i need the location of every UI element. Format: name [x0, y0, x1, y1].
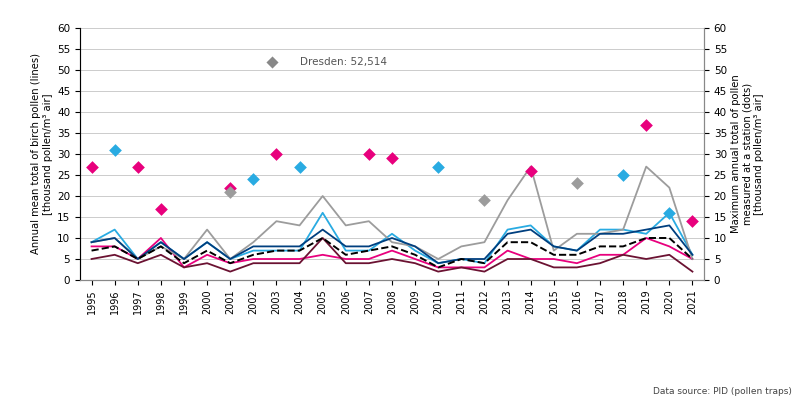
- Point: [362, 151, 375, 157]
- Y-axis label: Maximum annual total of pollen
measured at a station (dots)
[thousand pollen/m³ : Maximum annual total of pollen measured …: [731, 75, 764, 233]
- Point: [432, 163, 445, 170]
- Y-axis label: Annual mean total of birch pollen (lines)
[thousand pollen/m³ air]: Annual mean total of birch pollen (lines…: [31, 54, 53, 254]
- Point: [266, 58, 278, 65]
- Point: [570, 180, 583, 186]
- Point: [247, 176, 260, 182]
- Point: [85, 163, 98, 170]
- Point: [224, 189, 237, 195]
- Point: [386, 155, 398, 161]
- Point: [617, 172, 630, 178]
- Point: [478, 197, 491, 203]
- Text: Data source: PID (pollen traps): Data source: PID (pollen traps): [653, 387, 792, 396]
- Point: [131, 163, 144, 170]
- Point: [663, 210, 676, 216]
- Point: [524, 168, 537, 174]
- Point: [293, 163, 306, 170]
- Text: Dresden: 52,514: Dresden: 52,514: [299, 57, 386, 67]
- Point: [224, 184, 237, 191]
- Point: [108, 146, 121, 153]
- Point: [270, 151, 283, 157]
- Point: [640, 122, 653, 128]
- Point: [154, 206, 167, 212]
- Point: [686, 218, 699, 224]
